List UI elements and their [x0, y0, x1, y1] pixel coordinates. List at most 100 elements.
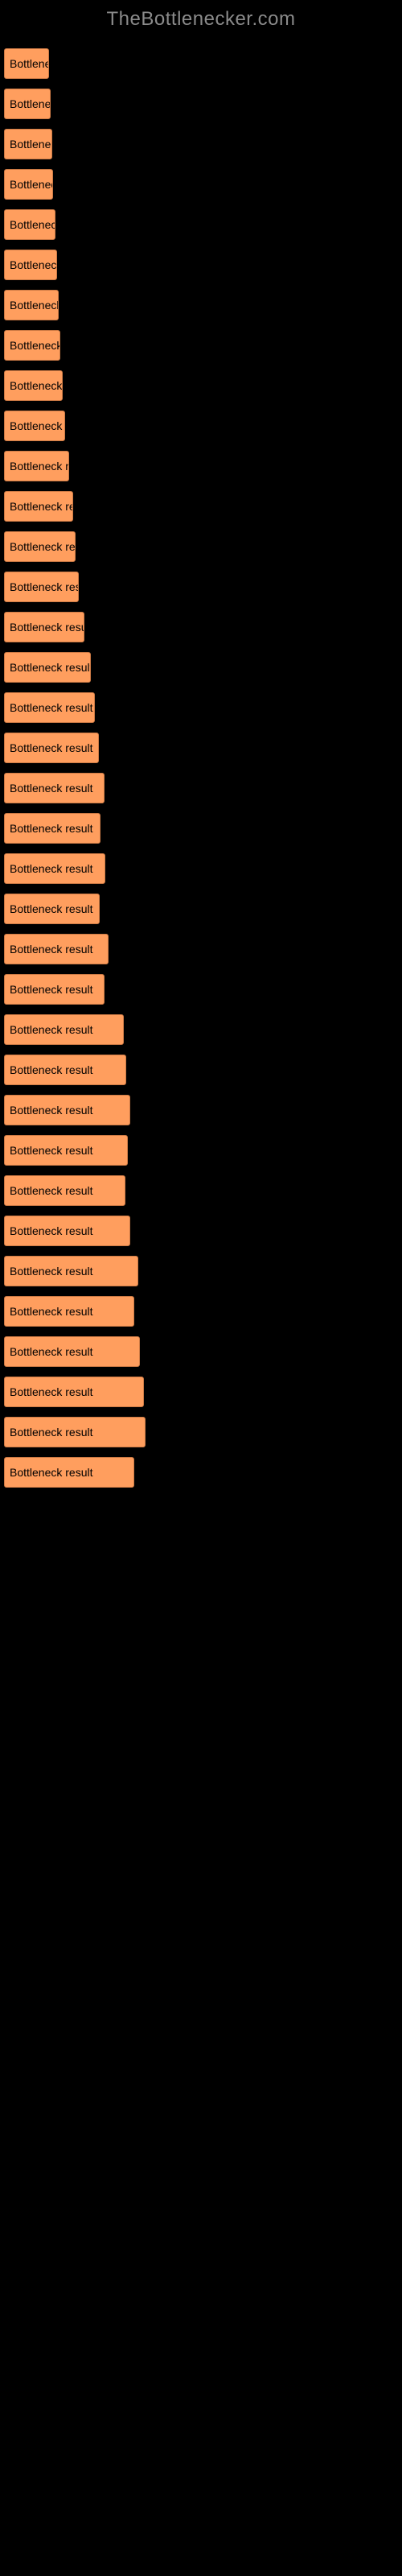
bar-row: Bottleneck result — [4, 692, 398, 723]
bar[interactable]: Bottleneck result — [4, 773, 105, 803]
bar-value: 4 — [124, 1023, 137, 1036]
bar-row: Bottleneck result — [4, 612, 398, 642]
bar-value: 50 — [130, 1104, 150, 1117]
bar-row: Bottleneck result49 — [4, 1135, 398, 1166]
bar-value: 4 — [125, 1184, 138, 1197]
bar[interactable]: Bottleneck result — [4, 1014, 124, 1045]
bar-row: Bottleneck result 4 — [4, 1175, 398, 1206]
bar[interactable]: Bottleneck — [4, 48, 49, 79]
bar[interactable]: Bottleneck re — [4, 370, 63, 401]
bar[interactable]: Bottleneck result — [4, 612, 84, 642]
bar[interactable]: Bottleneck result — [4, 1055, 126, 1085]
bar-value: 50 — [130, 1224, 150, 1237]
bar-row: Bottleneck result — [4, 853, 398, 884]
bar[interactable]: Bottleneck resu — [4, 531, 76, 562]
bar[interactable]: Bottleneck res — [4, 411, 65, 441]
bar-label: Bottleneck result — [5, 1345, 93, 1358]
bar-label: Bottleneck res — [5, 419, 64, 432]
bar-label: Bottleneck result — [5, 1063, 93, 1076]
bar-row: Bottleneck result 48 — [4, 1055, 398, 1085]
bar[interactable]: Bottleneck result — [4, 733, 99, 763]
bar-label: Bottleneck re — [5, 299, 58, 312]
bar[interactable]: Bottleneck re — [4, 330, 60, 361]
bar[interactable]: Bottleneck res — [4, 451, 69, 481]
bar[interactable]: Bottleneck result — [4, 1336, 140, 1367]
bar[interactable]: Bottleneck result — [4, 853, 105, 884]
bar-row: Bottleneck result50 — [4, 1095, 398, 1125]
bar-label: Bottleneck re — [5, 258, 56, 271]
header: TheBottlenecker.com — [0, 0, 402, 39]
bottleneck-chart: Bottleneck Bottleneck Bottleneck r Bottlene… — [0, 48, 402, 1513]
bar[interactable]: Bottleneck resu — [4, 491, 73, 522]
bar-row: Bottleneck resu — [4, 572, 398, 602]
bar[interactable]: Bottleneck result — [4, 813, 100, 844]
bar[interactable]: Bottleneck result — [4, 934, 109, 964]
bar-row: Bottleneck result 4 — [4, 1014, 398, 1045]
bar[interactable]: Bottleneck result — [4, 1135, 128, 1166]
bar-label: Bottleneck result — [5, 943, 93, 956]
site-logo: TheBottlenecker.com — [0, 8, 402, 31]
bar-value: 53.8 — [146, 1426, 174, 1439]
bar-row: Bottleneck — [4, 48, 398, 79]
bar[interactable]: Bottleneck result — [4, 1457, 134, 1488]
bar-label: Bottleneck re — [5, 339, 59, 352]
bar[interactable]: Bottleneck re — [4, 290, 59, 320]
bar[interactable]: Bottleneck result — [4, 1256, 138, 1286]
bar-label: Bottleneck — [5, 57, 48, 70]
bar-row: Bottleneck result — [4, 813, 398, 844]
bar-row: Bottleneck resu — [4, 491, 398, 522]
bar-label: Bottleneck result — [5, 1224, 93, 1237]
bar[interactable]: Bottleneck r — [4, 129, 52, 159]
bar-label: Bottleneck r — [5, 178, 52, 191]
bar-label: Bottleneck result — [5, 1144, 93, 1157]
bar[interactable]: Bottleneck r — [4, 209, 55, 240]
bar-label: Bottleneck r — [5, 138, 51, 151]
bar-row: Bottleneck res — [4, 411, 398, 441]
bar-row: Bottleneck — [4, 89, 398, 119]
bar-row: Bottleneck result — [4, 974, 398, 1005]
bar-label: Bottleneck result — [5, 1305, 93, 1318]
bar[interactable]: Bottleneck result — [4, 652, 91, 683]
bar-row: Bottleneck result — [4, 894, 398, 924]
bar[interactable]: Bottleneck result — [4, 974, 105, 1005]
bar-label: Bottleneck — [5, 97, 50, 110]
bar-label: Bottleneck result — [5, 701, 93, 714]
bar-label: Bottleneck result — [5, 1184, 93, 1197]
bar-row: Bottleneck result — [4, 773, 398, 803]
bar[interactable]: Bottleneck — [4, 89, 51, 119]
bar-label: Bottleneck result — [5, 621, 84, 634]
bar[interactable]: Bottleneck result — [4, 1296, 134, 1327]
bar-label: Bottleneck result — [5, 1023, 93, 1036]
bar-row: Bottleneck re — [4, 250, 398, 280]
bar-label: Bottleneck result — [5, 1426, 93, 1439]
bar-value: 52.6 — [138, 1265, 166, 1278]
bar[interactable]: Bottleneck result — [4, 1216, 130, 1246]
bar-row: Bottleneck re — [4, 290, 398, 320]
bar[interactable]: Bottleneck result — [4, 894, 100, 924]
bar[interactable]: Bottleneck result — [4, 1377, 144, 1407]
bar-row: Bottleneck r — [4, 129, 398, 159]
bar[interactable]: Bottleneck re — [4, 250, 57, 280]
bar-row: Bottleneck result — [4, 652, 398, 683]
bar-label: Bottleneck re — [5, 379, 62, 392]
bar-row: Bottleneck result51. — [4, 1296, 398, 1327]
bar[interactable]: Bottleneck result — [4, 1095, 130, 1125]
bar-row: Bottleneck res — [4, 451, 398, 481]
bar[interactable]: Bottleneck resu — [4, 572, 79, 602]
bar-row: Bottleneck result 51. — [4, 1457, 398, 1488]
bar-label: Bottleneck result — [5, 1466, 93, 1479]
bar-label: Bottleneck result — [5, 902, 93, 915]
bar-row: Bottleneck result — [4, 934, 398, 964]
bar[interactable]: Bottleneck result — [4, 1417, 146, 1447]
bar-label: Bottleneck resu — [5, 580, 78, 593]
bar[interactable]: Bottleneck result — [4, 1175, 125, 1206]
bar-value: 53.2 — [144, 1385, 172, 1398]
bar-row: Bottleneck r — [4, 209, 398, 240]
bar-label: Bottleneck resu — [5, 500, 72, 513]
bar[interactable]: Bottleneck result — [4, 692, 95, 723]
bar-value: 51. — [134, 1466, 156, 1479]
bar-row: Bottleneck result — [4, 733, 398, 763]
bar-label: Bottleneck result — [5, 782, 93, 795]
bar-value: 48 — [126, 1063, 146, 1076]
bar[interactable]: Bottleneck r — [4, 169, 53, 200]
